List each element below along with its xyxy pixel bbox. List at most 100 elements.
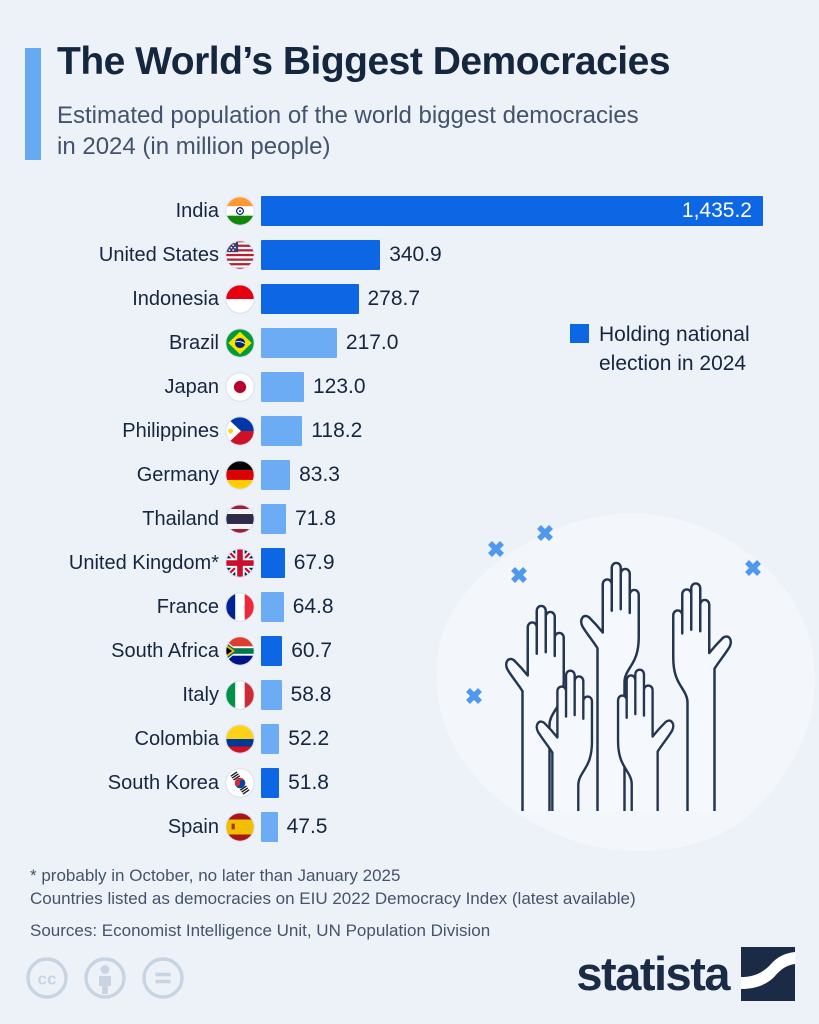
attribution-icon — [84, 957, 126, 999]
philippines-flag-icon — [225, 416, 255, 446]
x-mark-icon — [511, 567, 527, 583]
bar-value-label: 52.2 — [288, 727, 330, 750]
chart-row: Brazil 217.0 — [30, 328, 763, 358]
bar-value-label: 71.8 — [295, 507, 336, 530]
x-mark-icon — [488, 541, 504, 557]
bar-chart: India 1,435.2 United States 340.9 Indonesia 2… — [30, 196, 763, 856]
bar-value-label: 47.5 — [286, 815, 328, 838]
chart-row: South Africa 60.7 — [30, 636, 763, 666]
chart-row: India 1,435.2 — [30, 196, 763, 226]
country-label: Italy — [182, 683, 219, 706]
footnote-2: Countries listed as democracies on EIU 2… — [30, 889, 636, 908]
bar-value-label: 67.9 — [293, 551, 335, 574]
population-bar — [261, 548, 285, 578]
bar-value-label: 123.0 — [313, 375, 366, 398]
chart-row: Indonesia 278.7 — [30, 284, 763, 314]
japan-flag-icon — [225, 372, 255, 402]
south-africa-flag-icon — [225, 636, 255, 666]
bar-value-label: 278.7 — [367, 287, 421, 310]
legend-label: Holding national election in 2024 — [599, 323, 750, 375]
chart-row: United Kingdom* 67.9 — [30, 548, 763, 578]
colombia-flag-icon — [225, 724, 255, 754]
italy-flag-icon — [225, 680, 255, 710]
population-bar — [261, 416, 303, 446]
south-korea-flag-icon — [225, 768, 255, 798]
country-label: United Kingdom* — [68, 551, 219, 574]
statista-logo: statista — [576, 946, 795, 1001]
brazil-flag-icon — [225, 328, 255, 358]
x-mark-icon — [537, 525, 553, 541]
population-bar — [261, 372, 304, 402]
bar-value-label: 1,435.2 — [681, 199, 752, 222]
statista-wordmark: statista — [576, 947, 730, 1000]
indonesia-flag-icon — [225, 284, 255, 314]
legend-swatch — [570, 324, 589, 343]
title-accent-bar — [25, 48, 41, 160]
bar-value-label: 83.3 — [299, 463, 340, 486]
population-bar — [261, 240, 381, 270]
chart-row: Spain 47.5 — [30, 812, 763, 842]
country-label: South Korea — [107, 771, 219, 794]
population-bar — [261, 328, 337, 358]
country-label: Brazil — [168, 331, 219, 354]
bar-value-label: 118.2 — [311, 419, 363, 442]
chart-row: France 64.8 — [30, 592, 763, 622]
bar-value-label: 60.7 — [291, 639, 333, 662]
population-bar — [261, 636, 283, 666]
population-bar — [261, 724, 280, 754]
chart-row: Japan 123.0 — [30, 372, 763, 402]
bar-value-label: 217.0 — [345, 331, 399, 354]
country-label: India — [175, 199, 219, 222]
thailand-flag-icon — [225, 504, 255, 534]
chart-row: Germany 83.3 — [30, 460, 763, 490]
population-bar — [261, 592, 284, 622]
country-label: Japan — [164, 375, 220, 398]
chart-row: Colombia 52.2 — [30, 724, 763, 754]
country-label: Germany — [136, 463, 219, 486]
bar-value-label: 58.8 — [290, 683, 332, 706]
population-bar — [261, 768, 280, 798]
country-label: Indonesia — [132, 287, 219, 310]
population-bar — [261, 504, 287, 534]
germany-flag-icon — [225, 460, 255, 490]
india-flag-icon — [225, 196, 255, 226]
bar-value-label: 340.9 — [389, 243, 442, 266]
country-label: Philippines — [122, 419, 219, 442]
spain-flag-icon — [225, 812, 255, 842]
country-label: Spain — [167, 815, 219, 838]
cc-icon: cc — [26, 957, 68, 999]
footnote-1: * probably in October, no later than Jan… — [30, 866, 401, 885]
legend: Holding national election in 2024 — [570, 320, 788, 378]
chart-row: Thailand 71.8 — [30, 504, 763, 534]
united-kingdom-flag-icon — [225, 548, 255, 578]
united-states-flag-icon — [225, 240, 255, 270]
subtitle-line-1: Estimated population of the world bigges… — [57, 102, 639, 129]
country-label: United States — [98, 243, 219, 266]
x-mark-icon — [466, 688, 482, 704]
country-label: South Africa — [111, 639, 219, 662]
population-bar — [261, 284, 359, 314]
chart-row: United States 340.9 — [30, 240, 763, 270]
page-title: The World’s Biggest Democracies — [57, 40, 671, 83]
chart-subtitle: Estimated population of the world bigges… — [57, 100, 639, 162]
country-label: France — [156, 595, 219, 618]
statista-logo-mark — [741, 946, 795, 1001]
bar-value-label: 51.8 — [288, 771, 329, 794]
bar-value-label: 64.8 — [292, 595, 334, 618]
decorative-x-marks — [466, 525, 761, 704]
country-label: Colombia — [134, 727, 219, 750]
source-line: Sources: Economist Intelligence Unit, UN… — [30, 921, 491, 940]
france-flag-icon — [225, 592, 255, 622]
chart-row: South Korea 51.8 — [30, 768, 763, 798]
no-derivatives-icon — [142, 957, 184, 999]
population-bar: 1,435.2 — [261, 196, 763, 226]
chart-row: Italy 58.8 — [30, 680, 763, 710]
country-label: Thailand — [142, 507, 219, 530]
population-bar — [261, 460, 291, 490]
license-icons: cc — [25, 956, 185, 1000]
x-mark-icon — [745, 560, 761, 576]
population-bar — [261, 812, 278, 842]
population-bar — [261, 680, 282, 710]
raised-hands-illustration — [436, 513, 816, 852]
